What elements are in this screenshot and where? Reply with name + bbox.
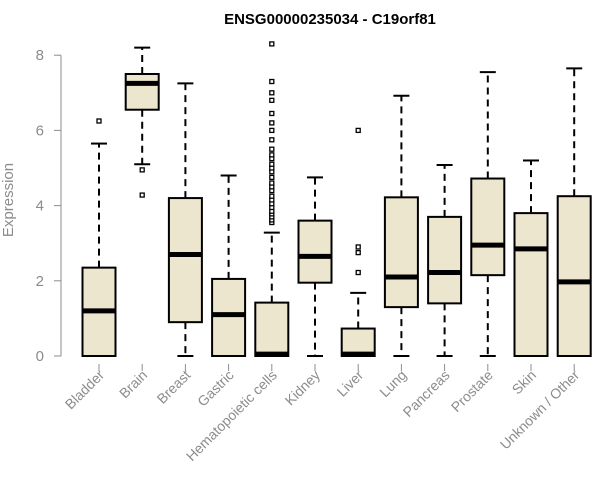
x-tick-label: Bladder <box>62 367 108 413</box>
box-pancreas <box>427 163 463 357</box>
box-hematopoietic-cells <box>254 41 290 357</box>
outlier-point <box>269 110 275 117</box>
outlier-point <box>139 167 145 173</box>
box-iqr <box>124 73 160 111</box>
outlier-point <box>269 127 275 134</box>
box-gastric <box>211 174 247 358</box>
outlier-point <box>269 97 275 103</box>
outlier-point <box>355 244 361 250</box>
outlier-point <box>96 118 102 124</box>
outlier-point <box>269 146 275 152</box>
box-skin <box>513 159 549 357</box>
box-iqr <box>556 195 592 357</box>
y-tick-label: 2 <box>36 273 44 290</box>
y-tick-label: 6 <box>36 122 44 139</box>
box-iqr <box>427 215 463 305</box>
outlier-point <box>269 180 275 186</box>
box-kidney <box>297 176 333 357</box>
box-iqr <box>470 177 506 277</box>
y-tick-label: 8 <box>36 47 44 64</box>
x-tick-label: Prostate <box>448 367 496 415</box>
outlier-point <box>355 249 361 256</box>
box-iqr <box>254 301 290 357</box>
outlier-point <box>269 174 275 181</box>
outlier-point <box>269 120 275 126</box>
y-axis: 0 2 4 6 8 <box>36 47 62 365</box>
x-tick-label: Unknown / Other <box>497 367 583 453</box>
box-unknown-other <box>556 67 592 357</box>
box-liver <box>340 127 376 358</box>
x-tick-label: Brain <box>116 367 150 401</box>
box-iqr <box>297 219 333 284</box>
chart-title: ENSG00000235034 - C19orf81 <box>224 11 436 28</box>
outlier-point <box>355 269 361 276</box>
box-prostate <box>470 71 506 357</box>
box-breast <box>167 82 203 357</box>
box-iqr <box>383 196 419 309</box>
x-tick-label: Kidney <box>282 367 324 409</box>
box-iqr <box>167 197 203 324</box>
outlier-point <box>269 78 275 85</box>
x-tick-label: Lung <box>376 367 409 400</box>
y-tick-label: 4 <box>36 198 44 215</box>
y-tick-label: 0 <box>36 348 44 365</box>
box-iqr <box>340 327 376 358</box>
x-tick-label: Breast <box>154 367 194 407</box>
x-tick-label: Liver <box>334 367 367 400</box>
outlier-point <box>355 127 361 134</box>
outlier-point <box>269 137 275 143</box>
boxes-group <box>81 41 592 358</box>
outlier-point <box>269 41 275 47</box>
x-tick-label: Gastric <box>194 367 237 410</box>
outlier-point <box>269 90 275 96</box>
outlier-point <box>139 192 145 198</box>
box-lung <box>383 94 419 357</box>
outlier-point <box>269 161 275 167</box>
box-iqr <box>211 277 247 358</box>
outlier-point <box>269 193 275 199</box>
box-bladder <box>81 118 117 358</box>
x-tick-label: Pancreas <box>400 367 453 420</box>
y-axis-label: Expression <box>0 163 17 237</box>
outlier-point <box>269 152 275 158</box>
box-brain <box>124 46 160 198</box>
x-tick-label: Skin <box>509 367 540 398</box>
box-iqr <box>513 212 549 357</box>
